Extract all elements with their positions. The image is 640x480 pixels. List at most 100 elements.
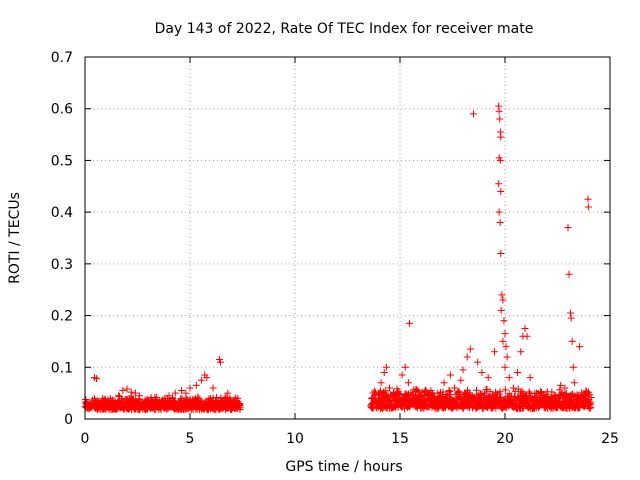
y-tick-label: 0.4 <box>51 205 73 221</box>
data-point <box>497 187 505 195</box>
data-point <box>404 379 412 387</box>
data-point <box>526 374 534 382</box>
data-point <box>203 374 211 382</box>
data-point <box>192 381 200 389</box>
x-tick-label: 20 <box>496 431 514 447</box>
data-point <box>100 399 108 407</box>
data-point <box>216 358 224 366</box>
data-point <box>541 394 549 402</box>
data-point <box>514 368 522 376</box>
data-point <box>434 389 442 397</box>
data-point <box>94 397 102 405</box>
data-point <box>501 330 509 338</box>
data-point <box>131 389 139 397</box>
data-point <box>523 332 531 340</box>
y-axis-label: ROTI / TECUs <box>7 192 23 284</box>
data-point <box>115 392 123 400</box>
data-point <box>382 363 390 371</box>
data-point <box>505 374 513 382</box>
data-point <box>549 397 557 405</box>
data-point <box>88 399 96 407</box>
data-point <box>398 371 406 379</box>
data-point <box>517 348 525 356</box>
data-point <box>497 250 505 258</box>
data-point <box>178 387 186 395</box>
data-point <box>576 343 584 351</box>
data-point <box>127 388 135 396</box>
data-point <box>499 337 507 345</box>
data-point <box>455 387 463 395</box>
data-point <box>371 389 379 397</box>
data-point <box>406 403 414 411</box>
data-point <box>525 388 533 396</box>
x-tick-label: 15 <box>391 431 409 447</box>
data-point <box>182 389 190 397</box>
data-point <box>401 363 409 371</box>
data-point <box>500 317 508 325</box>
data-point <box>212 394 220 402</box>
data-point <box>447 391 455 399</box>
data-point <box>514 385 522 393</box>
data-point <box>152 402 160 410</box>
data-point <box>478 368 486 376</box>
y-tick-label: 0.6 <box>51 102 73 118</box>
x-axis-label: GPS time / hours <box>285 459 402 475</box>
data-point <box>222 393 230 401</box>
data-point <box>451 384 459 392</box>
data-point <box>394 389 402 397</box>
ticks-layer: 0 5 10 15 20 25 0 0.1 0.2 0.3 0.4 0.5 0.6 0.7 <box>51 50 619 447</box>
data-point <box>570 379 578 387</box>
y-tick-label: 0.5 <box>51 153 73 169</box>
data-point <box>381 387 389 395</box>
data-point <box>377 379 385 387</box>
data-point <box>557 381 565 389</box>
data-point <box>386 384 393 392</box>
data-point <box>536 388 544 396</box>
y-tick-label: 0.2 <box>51 309 73 325</box>
data-point <box>136 392 144 400</box>
data-point <box>123 385 131 393</box>
data-point <box>502 343 510 351</box>
data-point <box>584 203 592 211</box>
data-point <box>533 389 540 397</box>
data-point <box>119 387 127 395</box>
data-point <box>93 375 101 383</box>
y-tick-label: 0 <box>64 412 73 428</box>
data-point <box>509 384 517 392</box>
data-point <box>484 374 492 382</box>
y-tick-label: 0.3 <box>51 257 73 273</box>
data-point <box>234 402 242 410</box>
data-point <box>565 270 573 278</box>
data-point <box>495 180 503 188</box>
data-point <box>496 218 504 226</box>
data-point <box>411 394 419 402</box>
data-point <box>561 384 569 392</box>
data-point <box>521 325 529 332</box>
data-point <box>224 389 232 397</box>
data-point <box>228 397 236 405</box>
data-point <box>587 394 595 402</box>
data-point <box>459 366 467 374</box>
y-tick-label: 0.7 <box>51 50 73 66</box>
data-point <box>186 384 194 392</box>
data-point <box>171 389 179 397</box>
data-point <box>499 296 507 304</box>
data-point <box>440 379 448 387</box>
data-point <box>568 337 576 345</box>
data-point <box>446 371 454 379</box>
data-point <box>564 224 572 232</box>
data-point <box>445 387 453 395</box>
data-point <box>585 405 593 413</box>
data-point <box>106 394 114 402</box>
x-tick-label: 0 <box>81 431 90 447</box>
data-point <box>198 376 206 384</box>
data-point <box>405 319 413 327</box>
points-layer <box>81 102 595 414</box>
data-point <box>519 403 527 411</box>
data-point <box>498 291 506 299</box>
data-point <box>209 384 217 392</box>
data-point <box>584 195 592 203</box>
x-tick-label: 25 <box>601 431 619 447</box>
data-point <box>413 386 421 394</box>
data-point <box>496 115 504 123</box>
